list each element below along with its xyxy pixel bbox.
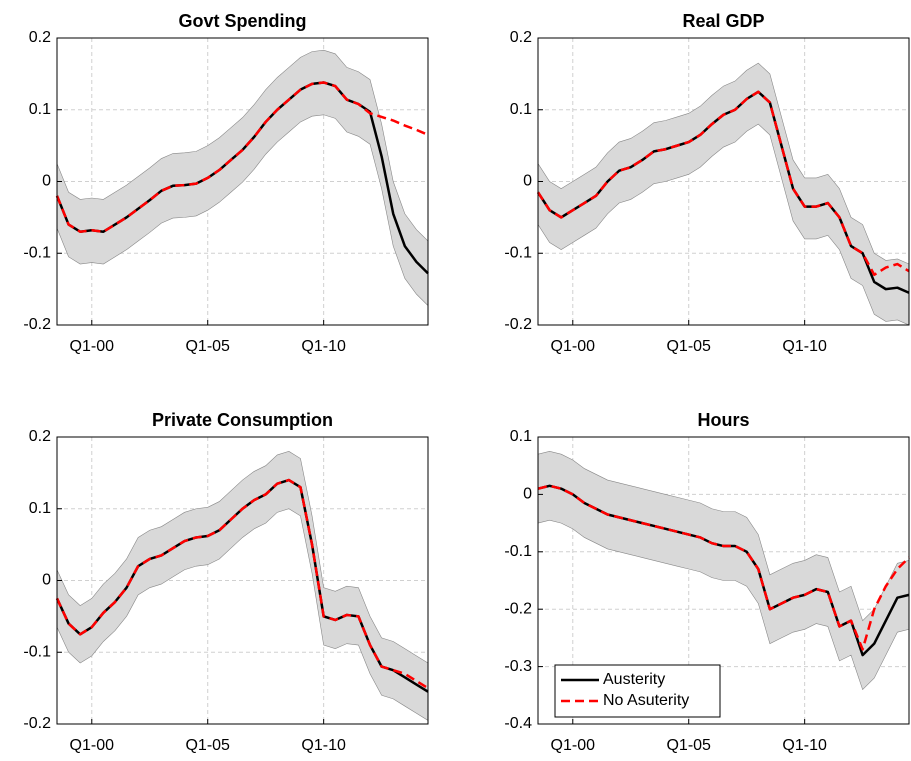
chart-title: Govt Spending (179, 11, 307, 31)
data-line (55, 81, 429, 233)
y-tick-label: 0 (42, 572, 51, 589)
legend-label: Austerity (603, 671, 665, 688)
x-tick-label: Q1-05 (185, 338, 230, 355)
x-tick-label: Q1-05 (185, 737, 230, 754)
y-tick-label: 0.2 (29, 29, 51, 46)
data-line (537, 484, 910, 651)
y-tick-label: -0.4 (504, 715, 532, 732)
y-tick-label: -0.1 (23, 643, 51, 660)
x-tick-label: Q1-10 (301, 338, 346, 355)
axes-box (537, 436, 910, 725)
y-tick-label: 0.1 (510, 428, 532, 445)
x-tick-label: Q1-00 (70, 737, 115, 754)
y-tick-label: -0.2 (504, 600, 532, 617)
y-tick-label: -0.1 (504, 543, 532, 560)
legend-label: No Asuterity (603, 692, 689, 709)
y-tick-label: -0.3 (504, 658, 532, 675)
x-tick-label: Q1-00 (70, 338, 115, 355)
chart-title: Private Consumption (152, 410, 333, 430)
y-tick-label: -0.2 (23, 316, 51, 333)
data-line (536, 90, 910, 277)
x-tick-label: Q1-05 (666, 338, 711, 355)
x-tick-label: Q1-05 (666, 737, 711, 754)
legend-box (554, 664, 721, 718)
y-tick-label: 0.1 (29, 101, 51, 118)
y-tick-label: 0.1 (29, 500, 51, 517)
x-tick-label: Q1-00 (551, 338, 596, 355)
data-line (55, 478, 429, 690)
y-tick-label: -0.1 (504, 244, 532, 261)
chart-title: Hours (697, 410, 749, 430)
y-tick-label: -0.2 (504, 316, 532, 333)
y-tick-label: 0.2 (29, 428, 51, 445)
y-tick-label: 0 (523, 486, 532, 503)
x-tick-label: Q1-10 (782, 338, 827, 355)
series-group (536, 62, 910, 326)
chart-title: Real GDP (682, 11, 764, 31)
x-tick-label: Q1-10 (301, 737, 346, 754)
series-group (537, 451, 910, 691)
legend: Austerity No Asuterity (554, 664, 721, 718)
x-tick-label: Q1-10 (782, 737, 827, 754)
series-group (55, 49, 429, 307)
y-tick-label: 0 (42, 173, 51, 190)
y-tick-label: -0.2 (23, 715, 51, 732)
y-tick-label: 0 (523, 173, 532, 190)
x-tick-label: Q1-00 (551, 737, 596, 754)
y-tick-label: 0.2 (510, 29, 532, 46)
y-tick-label: 0.1 (510, 101, 532, 118)
y-tick-label: -0.1 (23, 244, 51, 261)
